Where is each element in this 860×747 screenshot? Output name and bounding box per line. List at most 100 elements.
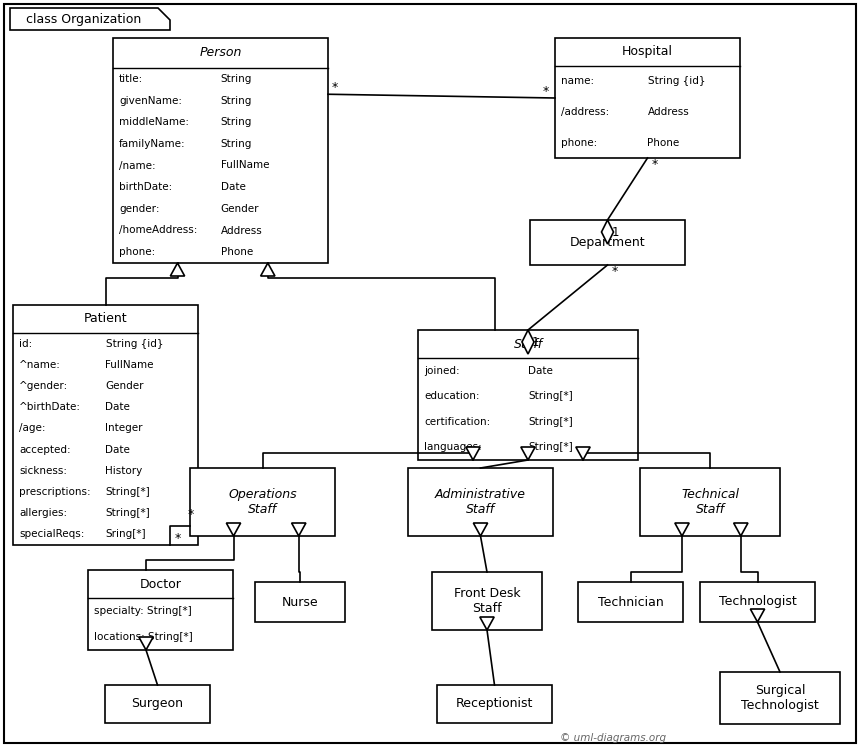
Text: languages:: languages:	[424, 442, 482, 452]
Polygon shape	[480, 617, 494, 630]
FancyBboxPatch shape	[113, 38, 328, 263]
Text: FullName: FullName	[106, 360, 154, 370]
Text: String: String	[220, 139, 252, 149]
Text: ^gender:: ^gender:	[19, 381, 68, 391]
Text: ^birthDate:: ^birthDate:	[19, 402, 81, 412]
Text: String[*]: String[*]	[106, 508, 150, 518]
Text: allergies:: allergies:	[19, 508, 67, 518]
Text: Receptionist: Receptionist	[456, 698, 533, 710]
Text: class Organization: class Organization	[27, 13, 142, 25]
Polygon shape	[170, 263, 185, 276]
Text: Hospital: Hospital	[622, 46, 673, 58]
Text: Phone: Phone	[220, 247, 253, 257]
FancyBboxPatch shape	[700, 582, 815, 622]
Text: *: *	[611, 265, 617, 278]
Polygon shape	[292, 523, 306, 536]
Polygon shape	[473, 523, 488, 536]
Text: String[*]: String[*]	[528, 417, 573, 427]
Text: Date: Date	[106, 402, 131, 412]
Polygon shape	[10, 8, 170, 30]
Text: Gender: Gender	[220, 204, 259, 214]
Text: Patient: Patient	[83, 312, 127, 326]
FancyBboxPatch shape	[105, 685, 210, 723]
Text: String[*]: String[*]	[528, 442, 573, 452]
FancyBboxPatch shape	[578, 582, 683, 622]
Text: accepted:: accepted:	[19, 444, 71, 455]
Text: sickness:: sickness:	[19, 466, 67, 476]
Text: Nurse: Nurse	[282, 595, 318, 609]
Polygon shape	[522, 330, 534, 354]
Text: Date: Date	[106, 444, 131, 455]
Text: String[*]: String[*]	[528, 391, 573, 401]
Text: phone:: phone:	[561, 137, 597, 148]
Text: Sring[*]: Sring[*]	[106, 530, 146, 539]
Text: Doctor: Doctor	[139, 577, 181, 590]
Text: Front Desk
Staff: Front Desk Staff	[454, 587, 520, 615]
Polygon shape	[138, 637, 153, 650]
Text: birthDate:: birthDate:	[119, 182, 172, 192]
Text: String {id}: String {id}	[106, 338, 163, 349]
Text: familyName:: familyName:	[119, 139, 186, 149]
Polygon shape	[466, 447, 480, 460]
Text: Date: Date	[528, 366, 553, 376]
Text: Person: Person	[200, 46, 242, 60]
Polygon shape	[226, 523, 241, 536]
FancyBboxPatch shape	[255, 582, 345, 622]
Text: Gender: Gender	[106, 381, 144, 391]
FancyBboxPatch shape	[418, 330, 638, 460]
Text: Technician: Technician	[598, 595, 663, 609]
Text: certification:: certification:	[424, 417, 490, 427]
Text: /age:: /age:	[19, 424, 46, 433]
Polygon shape	[521, 447, 535, 460]
Text: /homeAddress:: /homeAddress:	[119, 226, 198, 235]
FancyBboxPatch shape	[437, 685, 552, 723]
Text: joined:: joined:	[424, 366, 459, 376]
Text: Surgical
Technologist: Surgical Technologist	[741, 684, 819, 712]
Text: id:: id:	[19, 338, 33, 349]
Text: String {id}: String {id}	[648, 76, 705, 87]
Polygon shape	[675, 523, 689, 536]
FancyBboxPatch shape	[190, 468, 335, 536]
Text: title:: title:	[119, 74, 144, 84]
Text: Operations
Staff: Operations Staff	[228, 488, 297, 516]
Text: © uml-diagrams.org: © uml-diagrams.org	[560, 733, 666, 743]
FancyBboxPatch shape	[530, 220, 685, 265]
Text: 1: 1	[532, 336, 539, 349]
Text: History: History	[106, 466, 143, 476]
Text: name:: name:	[561, 76, 594, 87]
Text: prescriptions:: prescriptions:	[19, 487, 90, 497]
Text: *: *	[543, 85, 550, 98]
Text: Phone: Phone	[648, 137, 679, 148]
Text: /address:: /address:	[561, 107, 609, 117]
Text: phone:: phone:	[119, 247, 156, 257]
Text: Technical
Staff: Technical Staff	[681, 488, 739, 516]
Polygon shape	[601, 220, 613, 244]
FancyBboxPatch shape	[640, 468, 780, 536]
Text: Surgeon: Surgeon	[132, 698, 183, 710]
Text: *: *	[188, 508, 194, 521]
FancyBboxPatch shape	[555, 38, 740, 158]
FancyBboxPatch shape	[720, 672, 840, 724]
Text: Administrative
Staff: Administrative Staff	[435, 488, 526, 516]
FancyBboxPatch shape	[432, 572, 542, 630]
Text: Date: Date	[220, 182, 245, 192]
Text: String: String	[220, 74, 252, 84]
Text: education:: education:	[424, 391, 480, 401]
Text: ^name:: ^name:	[19, 360, 61, 370]
Text: 1: 1	[611, 226, 619, 239]
FancyBboxPatch shape	[408, 468, 553, 536]
Text: Technologist: Technologist	[719, 595, 796, 609]
Text: Integer: Integer	[106, 424, 143, 433]
FancyBboxPatch shape	[13, 305, 198, 545]
Text: givenName:: givenName:	[119, 96, 182, 105]
Text: gender:: gender:	[119, 204, 159, 214]
Text: Staff: Staff	[513, 338, 543, 350]
Text: middleName:: middleName:	[119, 117, 189, 127]
FancyBboxPatch shape	[88, 570, 233, 650]
Polygon shape	[750, 609, 765, 622]
Polygon shape	[261, 263, 275, 276]
Text: specialty: String[*]: specialty: String[*]	[94, 606, 192, 616]
Text: Address: Address	[648, 107, 689, 117]
Text: *: *	[652, 158, 658, 171]
Text: *: *	[332, 81, 338, 94]
